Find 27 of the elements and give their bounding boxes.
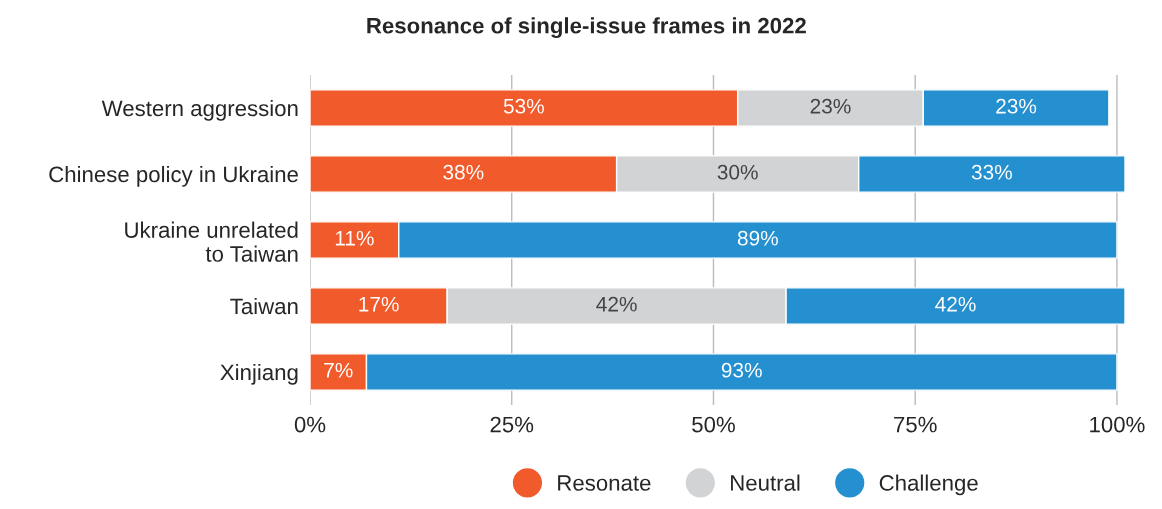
data-label: 42% bbox=[935, 296, 976, 312]
data-label: 30% bbox=[717, 164, 758, 180]
data-label: 42% bbox=[596, 296, 637, 312]
x-tick-label: 100% bbox=[1090, 416, 1145, 433]
legend-label: Neutral bbox=[731, 474, 800, 491]
data-label: 11% bbox=[335, 230, 374, 246]
data-label: 38% bbox=[443, 164, 484, 180]
legend-label: Challenge bbox=[879, 474, 978, 496]
y-tick-label: Western aggression bbox=[101, 99, 298, 121]
y-tick-label: Xinjiang bbox=[220, 363, 298, 385]
chart-title: Resonance of single-issue frames in 2022 bbox=[367, 17, 806, 39]
data-label: 7% bbox=[324, 362, 353, 378]
data-label: 17% bbox=[359, 296, 399, 312]
legend-label: Resonate bbox=[558, 475, 651, 491]
x-tick-label: 25% bbox=[490, 416, 534, 433]
y-tick-label: Ukraine unrelated to Taiwan bbox=[125, 221, 298, 262]
x-tick-label: 75% bbox=[894, 416, 937, 433]
data-label: 33% bbox=[971, 164, 1012, 180]
data-label: 53% bbox=[503, 98, 544, 114]
x-tick-label: 50% bbox=[692, 416, 735, 433]
y-tick-label: Chinese policy in Ukraine bbox=[49, 165, 298, 187]
y-tick-label: Taiwan bbox=[230, 297, 298, 315]
x-tick-label: 0% bbox=[294, 416, 326, 433]
data-label: 93% bbox=[721, 362, 762, 378]
data-label: 23% bbox=[810, 98, 851, 114]
data-label: 89% bbox=[737, 230, 778, 246]
data-label: 23% bbox=[996, 98, 1037, 114]
